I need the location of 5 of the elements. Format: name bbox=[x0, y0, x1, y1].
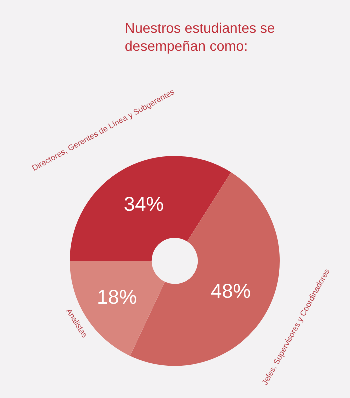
chart-title: Nuestros estudiantes se desempeñan como: bbox=[125, 20, 276, 54]
donut-slice bbox=[70, 156, 232, 262]
data-label: 18% bbox=[97, 286, 138, 309]
data-label: 34% bbox=[124, 194, 164, 216]
data-label: 48% bbox=[211, 281, 252, 304]
